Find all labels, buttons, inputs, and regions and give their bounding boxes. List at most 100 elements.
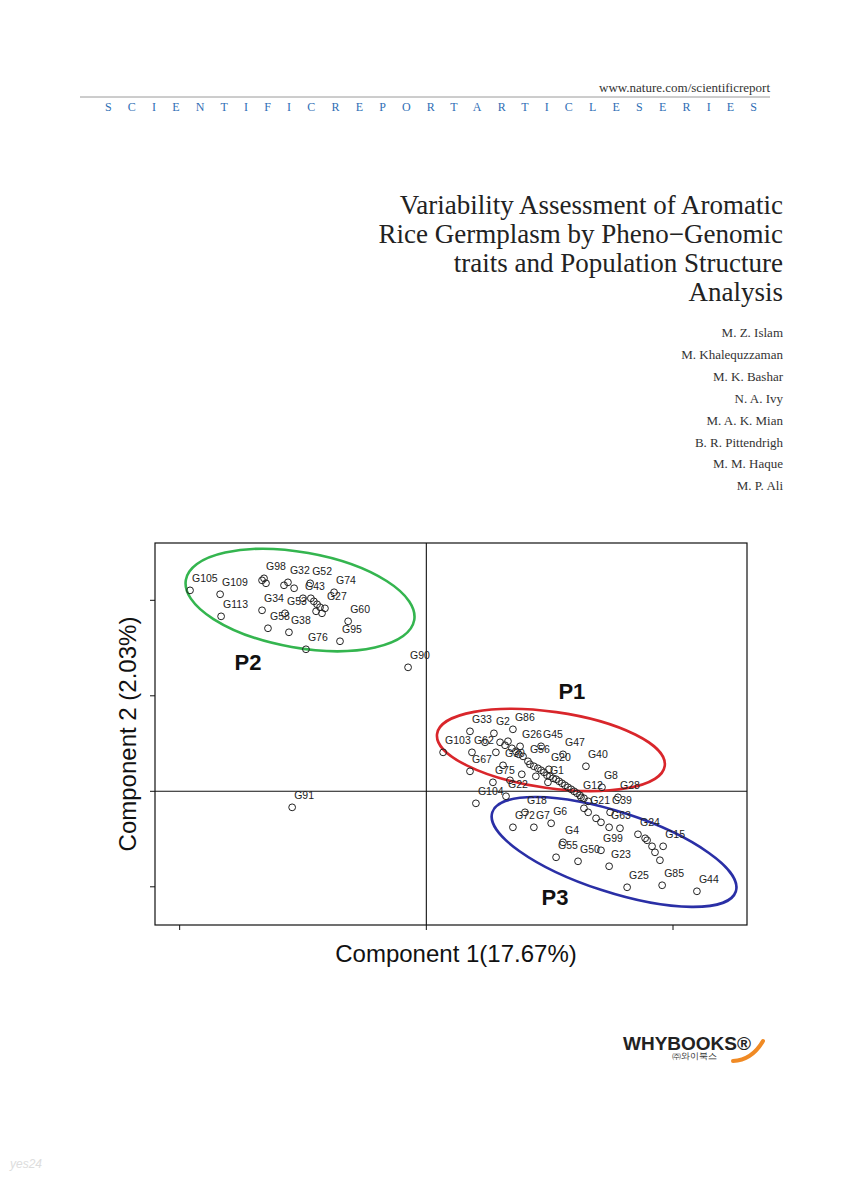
point (497, 739, 504, 746)
point-label: G39 (612, 794, 632, 806)
author: B. R. Pittendrigh (695, 435, 784, 450)
point-label: G50 (580, 843, 600, 855)
author: M. Z. Islam (722, 325, 783, 340)
point (530, 824, 537, 831)
point (585, 809, 592, 816)
point (217, 591, 224, 598)
group-label: P2 (235, 650, 262, 675)
point (510, 726, 517, 733)
point (265, 625, 272, 632)
point-label: G24 (640, 816, 660, 828)
group-ellipse (432, 696, 670, 804)
plot-frame (155, 543, 747, 925)
point (503, 793, 510, 800)
y-tick (150, 886, 155, 887)
author: M. M. Haque (713, 456, 783, 471)
point (606, 824, 613, 831)
point-label: G34 (264, 592, 284, 604)
point (694, 888, 701, 895)
title-line: Variability Assessment of Aromatic (400, 190, 783, 220)
point (532, 773, 539, 780)
point (598, 819, 605, 826)
point (467, 768, 474, 775)
point-label: G58 (270, 610, 290, 622)
logo-swoosh (733, 1041, 763, 1061)
point (660, 843, 667, 850)
point-label: G23 (611, 848, 631, 860)
point-label: G90 (410, 649, 430, 661)
point-label: G8 (604, 769, 618, 781)
point (527, 761, 534, 768)
point (263, 580, 270, 587)
point-label: G63 (611, 809, 631, 821)
point-label: G18 (527, 794, 547, 806)
background (0, 0, 849, 1200)
y-tick (150, 600, 155, 601)
point-label: G62 (474, 734, 494, 746)
reference-line (426, 543, 427, 925)
header-url: www.nature.com/scientificreport (599, 80, 770, 95)
point-label: G56 (530, 743, 550, 755)
author: M. P. Ali (737, 478, 784, 493)
group-ellipse (178, 533, 423, 667)
point-label: G27 (327, 590, 347, 602)
point-label: G85 (664, 867, 684, 879)
point (581, 805, 588, 812)
point (518, 771, 525, 778)
author: N. A. Ivy (735, 391, 784, 406)
point-label: G43 (305, 580, 325, 592)
point-label: G91 (294, 789, 314, 801)
point-label: G72 (515, 809, 535, 821)
group-label: P3 (542, 885, 569, 910)
point-label: G53 (287, 595, 307, 607)
point-label: G20 (551, 751, 571, 763)
point-label: G28 (620, 779, 640, 791)
point-label: G15 (665, 828, 685, 840)
point-label: G103 (445, 734, 471, 746)
point (218, 613, 225, 620)
y-tick (150, 791, 155, 792)
point (617, 825, 624, 832)
point (319, 610, 326, 617)
point (644, 837, 651, 844)
point (289, 804, 296, 811)
point (652, 849, 659, 856)
point (440, 749, 447, 756)
point-label: G40 (588, 748, 608, 760)
point (575, 858, 582, 865)
point-label: G47 (565, 736, 585, 748)
publisher-korean: ㈜와이북스 (672, 1051, 717, 1061)
point-label: G76 (308, 631, 328, 643)
point (322, 605, 329, 612)
point (492, 749, 499, 756)
group-ellipse (480, 774, 748, 929)
x-tick (673, 925, 674, 930)
point (530, 763, 537, 770)
point-label: G74 (336, 574, 356, 586)
point (187, 587, 194, 594)
y-tick (150, 695, 155, 696)
point (303, 646, 310, 653)
point (505, 738, 512, 745)
point-label: G44 (699, 873, 719, 885)
point-label: G75 (495, 764, 515, 776)
point-label: G12 (583, 779, 603, 791)
point-label: G26 (522, 728, 542, 740)
point-label: G45 (543, 728, 563, 740)
group-label: P1 (558, 679, 585, 704)
point (510, 824, 517, 831)
point-label: G7 (536, 809, 550, 821)
point (405, 664, 412, 671)
author: M. K. Bashar (713, 369, 784, 384)
point-label: G104 (478, 785, 504, 797)
header-series: SCIENTIFICREPORTARTICLESERIES (105, 100, 757, 114)
point-label: G33 (472, 713, 492, 725)
chart: P1P2P3G105G109G98G32G52G74G43G113G34G53G… (114, 533, 748, 967)
point (583, 763, 590, 770)
point (606, 863, 613, 870)
point (624, 884, 631, 891)
author: M. Khalequzzaman (681, 347, 783, 362)
x-tick (179, 925, 180, 930)
point-label: G86 (515, 711, 535, 723)
header-rule (80, 97, 770, 98)
